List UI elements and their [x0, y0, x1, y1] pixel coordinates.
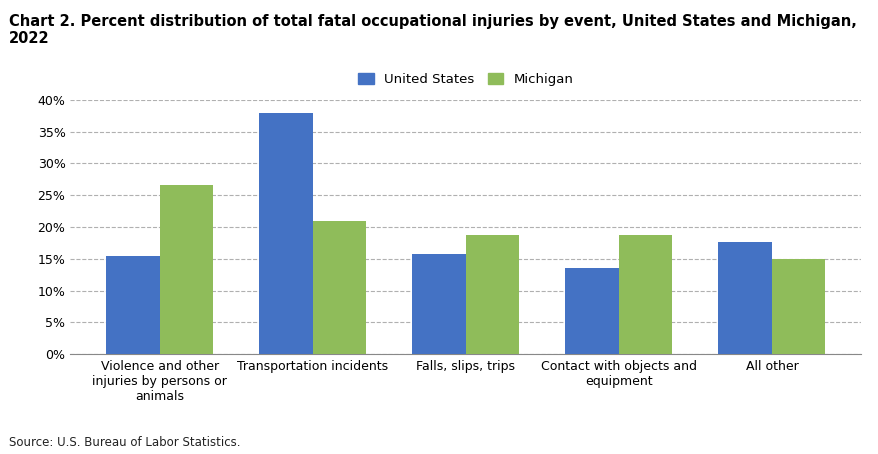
Bar [106, 256, 160, 354]
Bar [259, 113, 313, 354]
Bar [313, 221, 366, 354]
Bar [412, 254, 465, 354]
Bar [717, 242, 771, 354]
Bar [618, 235, 672, 354]
Bar [465, 235, 519, 354]
Text: Source: U.S. Bureau of Labor Statistics.: Source: U.S. Bureau of Labor Statistics. [9, 436, 240, 449]
Bar [771, 259, 824, 354]
Bar [160, 185, 213, 354]
Bar [565, 268, 618, 354]
Text: Chart 2. Percent distribution of total fatal occupational injuries by event, Uni: Chart 2. Percent distribution of total f… [9, 14, 856, 46]
Legend: United States, Michigan: United States, Michigan [357, 74, 573, 86]
